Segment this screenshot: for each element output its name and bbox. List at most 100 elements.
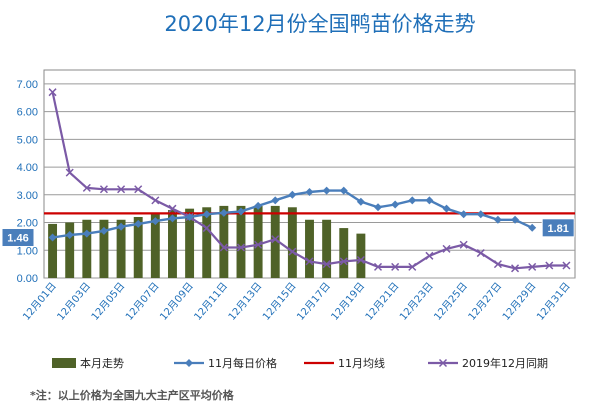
point-marker-diamond — [476, 210, 485, 219]
point-marker-x — [356, 255, 365, 265]
bar — [133, 216, 143, 278]
x-tick-label: 12月09日 — [157, 280, 195, 323]
point-marker-diamond — [305, 188, 314, 197]
point-marker-diamond — [288, 190, 297, 199]
y-axis-ticks: 0.00 1.00 2.00 3.00 4.00 5.00 6.00 7.00 — [17, 79, 38, 285]
point-marker-x — [562, 261, 571, 270]
point-marker-diamond — [99, 226, 108, 235]
point-marker-diamond — [82, 229, 91, 238]
point-marker-x — [48, 88, 57, 97]
point-marker-diamond — [134, 219, 143, 228]
x-tick-label: 12月05日 — [89, 280, 127, 323]
point-marker-x — [65, 168, 74, 177]
bar — [339, 228, 349, 278]
x-tick-label: 12月21日 — [363, 280, 401, 323]
x-tick-label: 12月31日 — [534, 280, 572, 323]
bar — [287, 207, 297, 278]
x-tick-label: 12月23日 — [397, 280, 435, 323]
x-tick-label: 12月17日 — [295, 280, 333, 323]
bar — [82, 219, 92, 278]
legend-marker-diamond — [185, 359, 193, 367]
bar — [150, 214, 160, 278]
legend-label: 11月每日价格 — [208, 356, 277, 370]
point-marker-diamond — [459, 210, 468, 219]
legend-item: 2019年12月同期 — [428, 356, 548, 370]
legend-item: 11月每日价格 — [174, 356, 277, 370]
bar — [202, 207, 212, 278]
point-marker-x — [151, 196, 160, 205]
bar-series — [48, 205, 366, 278]
x-tick-label: 12月27日 — [466, 280, 504, 323]
x-axis-ticks: 12月01日12月03日12月05日12月07日12月09日12月11日12月1… — [20, 280, 572, 323]
y-tick-label: 6.00 — [17, 107, 38, 119]
point-marker-diamond — [151, 217, 160, 226]
point-marker-x — [219, 243, 228, 252]
x-tick-label: 12月15日 — [260, 280, 298, 323]
x-tick-label: 12月11日 — [192, 280, 230, 323]
point-marker-x — [528, 262, 537, 271]
bar — [219, 205, 229, 278]
bar — [48, 223, 58, 278]
x-tick-label: 12月13日 — [226, 280, 264, 323]
y-tick-label: 0.00 — [17, 273, 38, 285]
callout-label: 1.46 — [7, 233, 28, 245]
point-marker-diamond — [254, 201, 263, 210]
point-marker-diamond — [236, 207, 245, 216]
point-marker-x — [202, 224, 211, 233]
y-tick-label: 3.00 — [17, 190, 38, 202]
x-tick-label: 12月07日 — [123, 280, 161, 323]
point-marker-diamond — [322, 186, 331, 195]
point-marker-diamond — [271, 196, 280, 205]
chart-legend: 本月走势 11月每日价格 11月均线 2019年12月同期 — [52, 356, 548, 370]
point-marker-diamond — [356, 197, 365, 206]
point-marker-diamond — [117, 222, 126, 231]
point-marker-x — [271, 235, 280, 244]
point-marker-x — [99, 185, 108, 194]
point-marker-x — [459, 240, 468, 249]
legend-label: 2019年12月同期 — [462, 356, 548, 370]
point-marker-x — [236, 243, 246, 252]
legend-label: 本月走势 — [80, 356, 124, 370]
point-marker-diamond — [408, 196, 417, 205]
point-marker-x — [511, 264, 520, 273]
bar — [356, 233, 366, 278]
bar — [305, 219, 314, 278]
point-marker-diamond — [374, 203, 383, 212]
y-tick-label: 2.00 — [17, 218, 38, 230]
point-marker-x — [288, 247, 297, 256]
chart-title: 2020年12月份全国鸭苗价格走势 — [164, 12, 475, 36]
bar — [168, 210, 177, 278]
point-marker-diamond — [219, 208, 228, 217]
point-marker-x — [408, 262, 417, 271]
point-marker-x — [545, 261, 554, 270]
point-marker-diamond — [339, 186, 348, 195]
point-marker-diamond — [511, 215, 520, 224]
point-marker-x — [339, 257, 348, 266]
bar — [322, 219, 332, 278]
value-callouts: 1.46 1.81 — [1, 218, 575, 248]
point-marker-diamond — [528, 223, 537, 232]
y-tick-label: 1.00 — [17, 245, 38, 257]
x-tick-label: 12月29日 — [500, 280, 538, 323]
legend-label: 11月均线 — [338, 356, 385, 370]
x-tick-label: 12月01日 — [20, 280, 58, 323]
point-marker-x — [391, 262, 400, 271]
chart-footnote: *注：以上价格为全国九大主产区平均价格 — [30, 388, 235, 402]
point-marker-diamond — [48, 233, 57, 242]
point-marker-diamond — [442, 204, 451, 213]
point-marker-diamond — [202, 210, 211, 219]
point-marker-diamond — [185, 212, 194, 221]
point-marker-x — [442, 244, 451, 253]
bar — [65, 222, 75, 278]
x-tick-label: 12月03日 — [55, 280, 93, 323]
point-marker-diamond — [65, 231, 74, 240]
point-marker-x — [82, 183, 91, 192]
point-marker-x — [476, 249, 485, 258]
bar — [99, 219, 109, 278]
y-tick-label: 5.00 — [17, 134, 38, 146]
x-tick-label: 12月25日 — [432, 280, 470, 323]
line-series-november — [48, 186, 537, 242]
legend-item: 本月走势 — [52, 356, 124, 370]
